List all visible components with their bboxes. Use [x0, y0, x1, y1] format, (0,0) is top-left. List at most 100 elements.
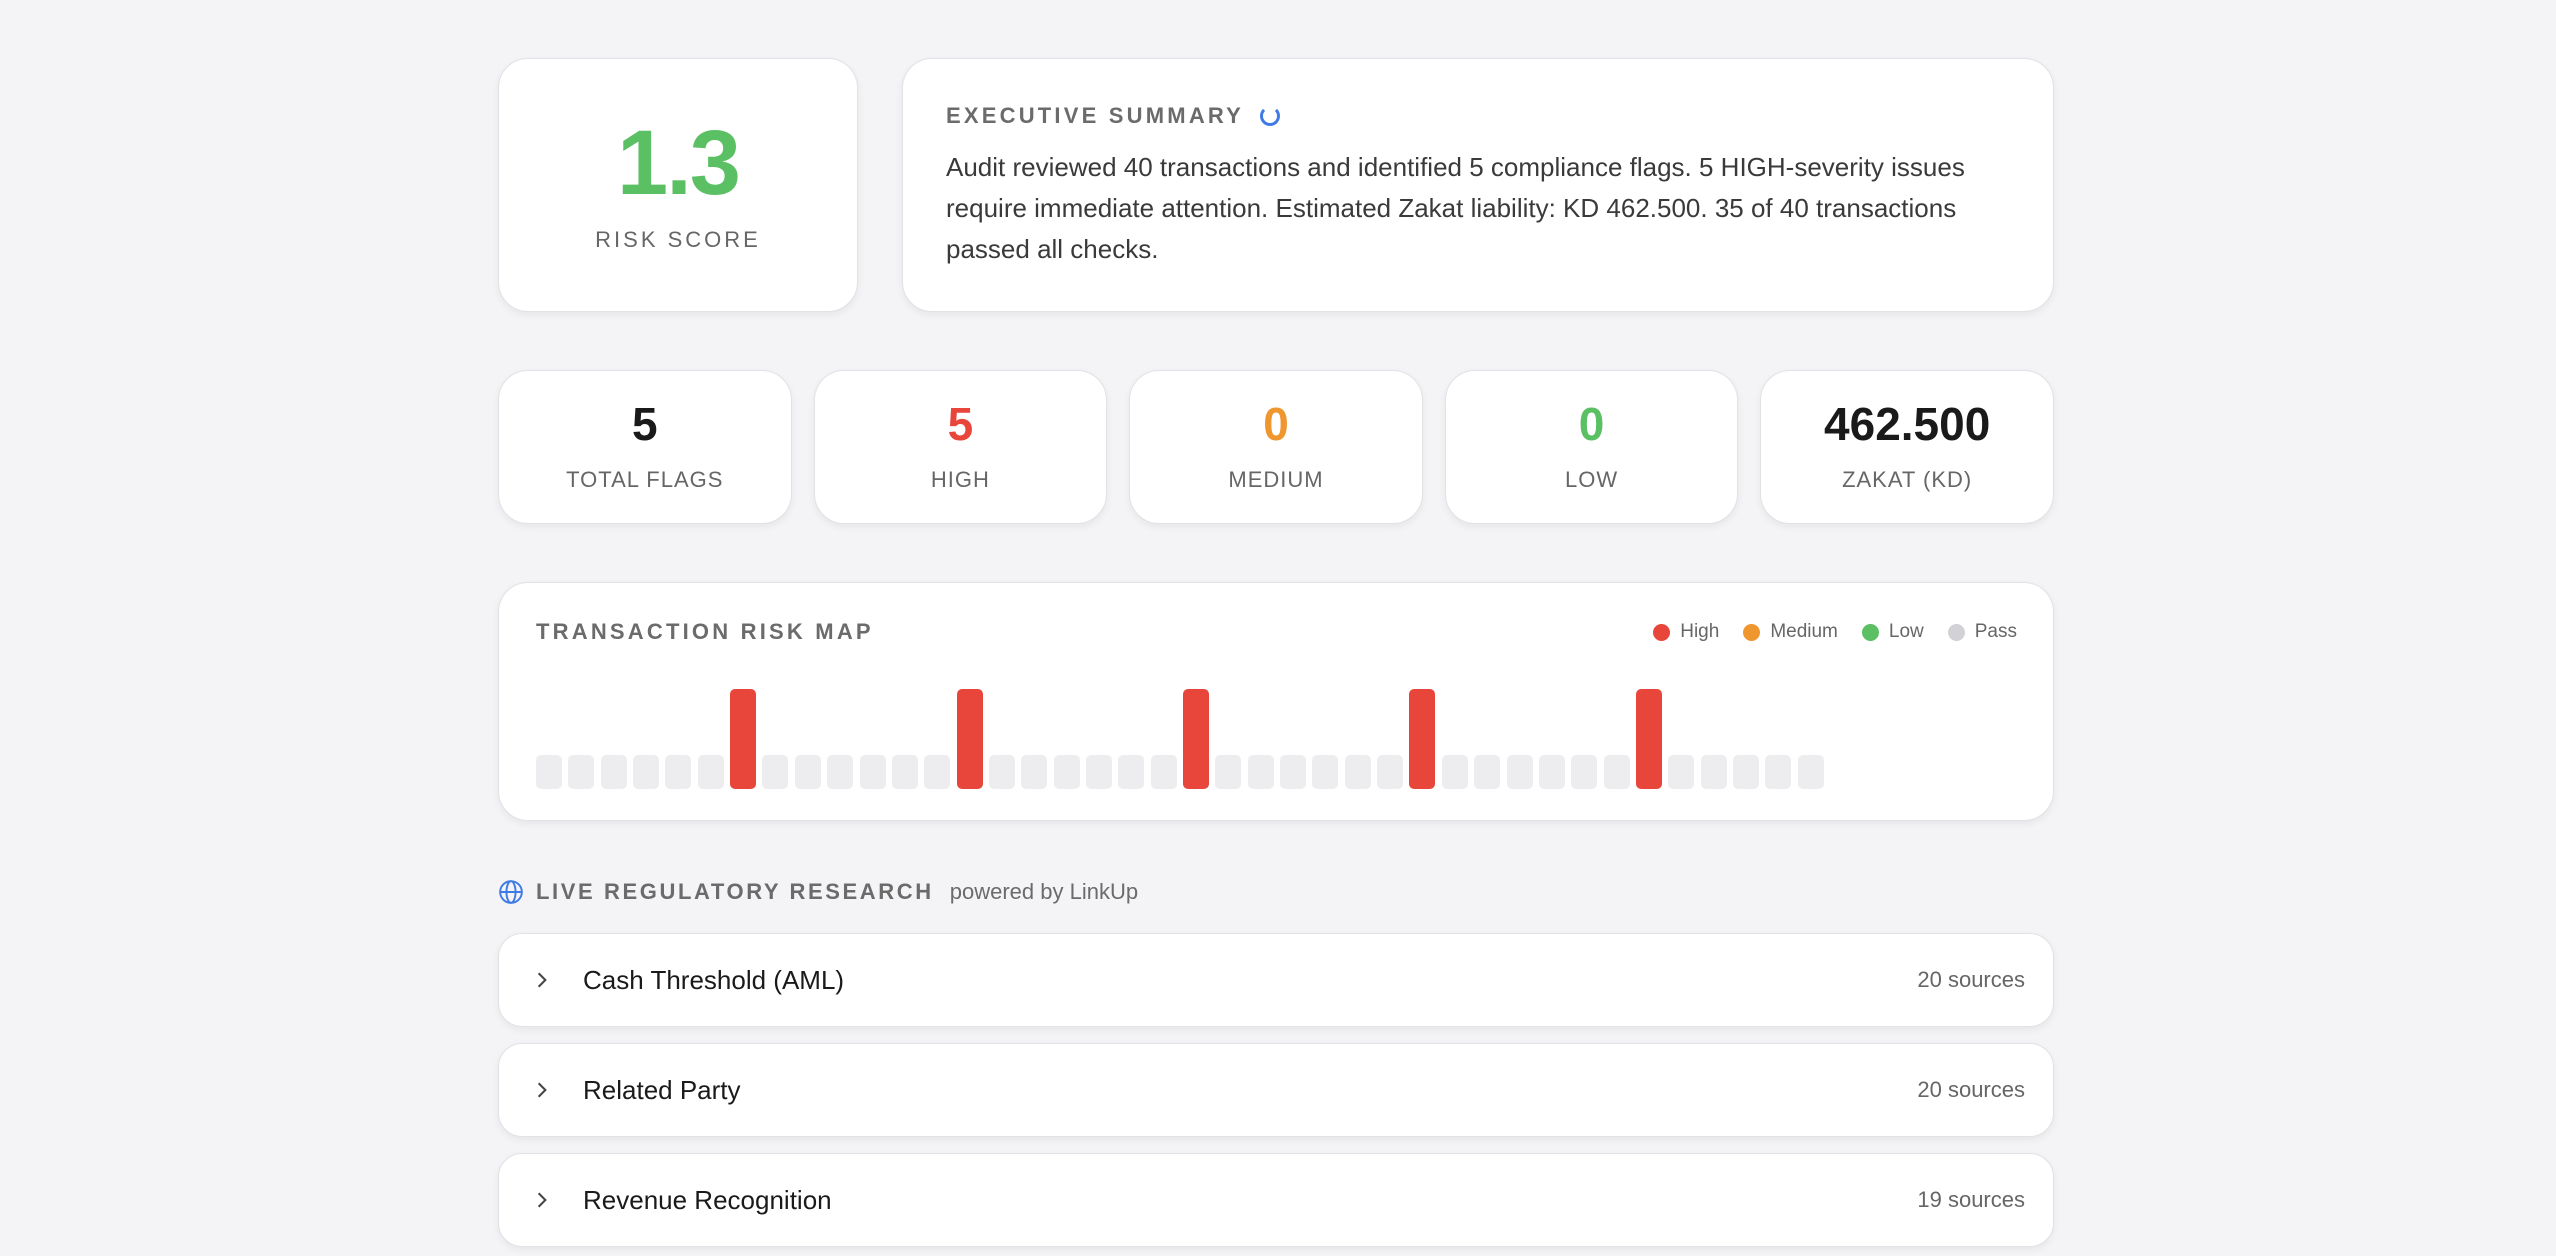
topic-name: Related Party [583, 1074, 741, 1105]
stat-value: 462.500 [1824, 398, 1991, 450]
risk-map-bar-pass[interactable] [1474, 755, 1501, 789]
risk-map-bar-pass[interactable] [1280, 755, 1307, 789]
research-subtitle: powered by LinkUp [949, 879, 1139, 904]
risk-map-bar-high[interactable] [1635, 689, 1662, 789]
risk-map-bar-pass[interactable] [1118, 755, 1145, 789]
risk-map-bar-pass[interactable] [1571, 755, 1598, 789]
risk-map-bar-pass[interactable] [924, 755, 951, 789]
research-topic-revenue-recognition[interactable]: Revenue Recognition 19 sources [498, 1153, 2054, 1247]
risk-map-title: TRANSACTION RISK MAP [536, 619, 874, 644]
globe-icon [499, 880, 523, 904]
risk-map-bar-pass[interactable] [988, 755, 1015, 789]
risk-map-bar-pass[interactable] [568, 755, 595, 789]
stat-zakat: 462.500 ZAKAT (KD) [1760, 370, 2054, 524]
risk-map-bar-pass[interactable] [1344, 755, 1371, 789]
executive-summary-header: EXECUTIVE SUMMARY [946, 103, 2009, 129]
risk-map-bar-pass[interactable] [665, 755, 692, 789]
topic-source-count: 19 sources [1917, 1187, 2025, 1212]
risk-map-bar-pass[interactable] [1021, 755, 1048, 789]
stat-label: MEDIUM [1228, 467, 1324, 492]
risk-map-bar-pass[interactable] [600, 755, 627, 789]
executive-summary-text: Audit reviewed 40 transactions and ident… [946, 152, 1965, 264]
research-header: LIVE REGULATORY RESEARCH powered by Link… [498, 879, 2054, 905]
risk-map-bar-high[interactable] [730, 689, 757, 789]
legend-dot [1653, 623, 1671, 641]
legend-label: Low [1888, 621, 1924, 642]
stat-label: TOTAL FLAGS [566, 467, 724, 492]
risk-map-bar-pass[interactable] [859, 755, 886, 789]
legend-label: High [1680, 621, 1720, 642]
risk-map-bar-pass[interactable] [1377, 755, 1404, 789]
topic-source-count: 20 sources [1917, 1077, 2025, 1102]
loading-spinner-icon [1260, 106, 1281, 126]
legend-dot [1861, 623, 1879, 641]
risk-map-bar-pass[interactable] [697, 755, 724, 789]
stat-value: 5 [632, 398, 658, 450]
risk-map-bar-pass[interactable] [1797, 755, 1824, 789]
risk-map-bar-pass[interactable] [1053, 755, 1080, 789]
legend-item-high: High [1653, 621, 1719, 643]
legend-dot [1947, 623, 1965, 641]
risk-map-bar-pass[interactable] [1085, 755, 1112, 789]
risk-map-legend: High Medium Low Pass [1653, 621, 2017, 643]
risk-map-bar-pass[interactable] [1765, 755, 1792, 789]
risk-score-card: 1.3 RISK SCORE [498, 58, 858, 312]
risk-map-bar-pass[interactable] [1603, 755, 1630, 789]
risk-map-bar-pass[interactable] [1150, 755, 1177, 789]
risk-map-bar-pass[interactable] [1506, 755, 1533, 789]
topic-name: Revenue Recognition [583, 1184, 832, 1215]
risk-map-bar-pass[interactable] [1732, 755, 1759, 789]
risk-map-bar-pass[interactable] [794, 755, 821, 789]
legend-dot [1743, 623, 1761, 641]
risk-map-bar-pass[interactable] [891, 755, 918, 789]
risk-map-bar-pass[interactable] [1538, 755, 1565, 789]
risk-score-label: RISK SCORE [595, 227, 761, 252]
stat-label: HIGH [930, 467, 990, 492]
risk-map-bar-pass[interactable] [1247, 755, 1274, 789]
research-topic-cash-threshold[interactable]: Cash Threshold (AML) 20 sources [498, 933, 2054, 1027]
topic-name: Cash Threshold (AML) [583, 964, 845, 995]
research-title: LIVE REGULATORY RESEARCH [536, 879, 934, 904]
chevron-right-icon[interactable] [533, 971, 551, 989]
transaction-risk-map-card: TRANSACTION RISK MAP High Medium Low Pas… [498, 582, 2054, 821]
risk-map-bar-pass[interactable] [1441, 755, 1468, 789]
legend-label: Pass [1974, 621, 2017, 642]
stat-label: ZAKAT (KD) [1842, 467, 1973, 492]
stat-high: 5 HIGH [813, 370, 1108, 524]
stat-value: 5 [947, 398, 974, 450]
risk-map-header: TRANSACTION RISK MAP High Medium Low Pas… [536, 619, 2017, 645]
research-topic-related-party[interactable]: Related Party 20 sources [498, 1043, 2054, 1137]
risk-map-bar-high[interactable] [1409, 689, 1436, 789]
risk-map-bar-pass[interactable] [827, 755, 854, 789]
risk-score-value: 1.3 [617, 112, 741, 214]
research-topics: Cash Threshold (AML) 20 sources Related … [498, 933, 2054, 1247]
risk-map-bars [536, 683, 1936, 789]
dashboard: 1.3 RISK SCORE EXECUTIVE SUMMARY Audit r… [498, 58, 2054, 1247]
chevron-right-icon[interactable] [533, 1191, 551, 1209]
risk-map-bar-pass[interactable] [762, 755, 789, 789]
risk-map-bar-pass[interactable] [1668, 755, 1695, 789]
legend-label: Medium [1770, 621, 1838, 642]
risk-map-bar-pass[interactable] [1312, 755, 1339, 789]
stats-row: 5 TOTAL FLAGS 5 HIGH 0 MEDIUM 0 LOW 462.… [498, 370, 2054, 524]
risk-map-bar-high[interactable] [1183, 689, 1209, 789]
topic-source-count: 20 sources [1917, 967, 2025, 992]
top-row: 1.3 RISK SCORE EXECUTIVE SUMMARY Audit r… [498, 58, 2054, 312]
executive-summary-card: EXECUTIVE SUMMARY Audit reviewed 40 tran… [902, 58, 2054, 312]
risk-map-bar-pass[interactable] [633, 755, 660, 789]
legend-item-medium: Medium [1743, 621, 1838, 643]
risk-map-bar-pass[interactable] [1215, 755, 1242, 789]
stat-value: 0 [1263, 398, 1289, 450]
chevron-right-icon[interactable] [533, 1081, 551, 1099]
stat-label: LOW [1565, 467, 1619, 492]
legend-item-low: Low [1861, 621, 1924, 643]
stat-total-flags: 5 TOTAL FLAGS [498, 370, 792, 524]
stat-medium: 0 MEDIUM [1129, 370, 1423, 524]
legend-item-pass: Pass [1947, 621, 2017, 643]
executive-summary-title: EXECUTIVE SUMMARY [946, 103, 1245, 128]
risk-map-bar-pass[interactable] [1700, 755, 1727, 789]
risk-map-bar-pass[interactable] [536, 755, 562, 789]
stat-low: 0 LOW [1444, 370, 1739, 524]
stat-value: 0 [1578, 398, 1605, 450]
risk-map-bar-high[interactable] [956, 689, 983, 789]
